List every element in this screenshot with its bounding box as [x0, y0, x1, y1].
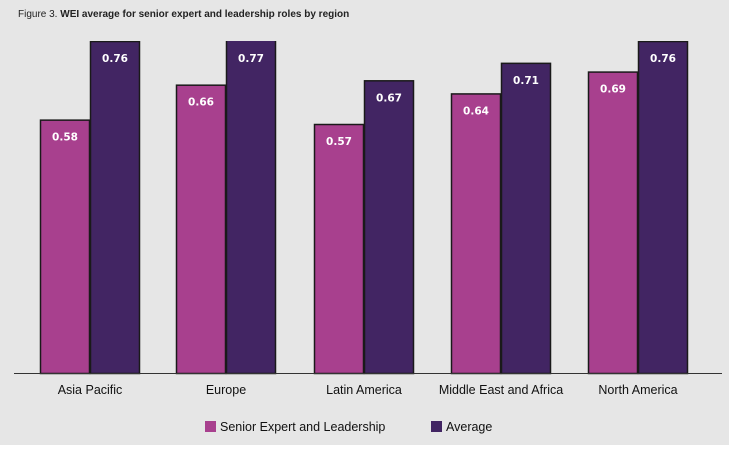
value-label: 0.64 — [463, 105, 489, 117]
category-label: Latin America — [326, 383, 402, 397]
legend-swatch-average — [431, 421, 442, 432]
category-label: North America — [598, 383, 677, 397]
figure-heading: WEI average for senior expert and leader… — [60, 9, 350, 20]
value-label: 0.66 — [188, 97, 214, 109]
value-label: 0.76 — [650, 53, 676, 65]
category-label: Middle East and Africa — [439, 383, 563, 397]
figure-title: Figure 3. WEI average for senior expert … — [18, 9, 349, 20]
category-labels-group: Asia Pacific Europe Latin America Middle Ea… — [58, 383, 678, 397]
bars-group — [39, 41, 689, 375]
bar-average-europe — [225, 41, 277, 375]
bar-senior-expert-middle-east-and-africa — [450, 93, 502, 375]
value-label: 0.76 — [102, 53, 128, 65]
value-label: 0.77 — [238, 53, 264, 65]
value-label: 0.67 — [376, 92, 402, 104]
bar-average-middle-east-and-africa — [500, 62, 552, 375]
value-label: 0.69 — [600, 84, 626, 96]
bar-senior-expert-asia-pacific — [39, 119, 91, 375]
bar-senior-expert-europe — [175, 84, 227, 375]
category-label: Europe — [206, 383, 246, 397]
value-label: 0.58 — [52, 132, 78, 144]
legend-swatch-senior-expert — [205, 421, 216, 432]
bar-senior-expert-north-america — [587, 71, 639, 375]
legend: Senior Expert and Leadership Average — [205, 420, 492, 434]
figure-number: Figure 3. — [18, 9, 61, 20]
legend-label-senior-expert: Senior Expert and Leadership — [220, 420, 385, 434]
bar-senior-expert-latin-america — [313, 123, 365, 375]
bar-average-latin-america — [363, 80, 415, 375]
value-labels-group: 0.58 0.76 0.66 0.77 0.57 0.67 0.64 0.71 0.69 0.76 — [52, 53, 676, 148]
bar-average-asia-pacific — [89, 41, 141, 375]
bar-average-north-america — [637, 41, 689, 375]
category-label: Asia Pacific — [58, 383, 123, 397]
legend-label-average: Average — [446, 420, 492, 434]
value-label: 0.57 — [326, 136, 352, 148]
value-label: 0.71 — [513, 75, 539, 87]
